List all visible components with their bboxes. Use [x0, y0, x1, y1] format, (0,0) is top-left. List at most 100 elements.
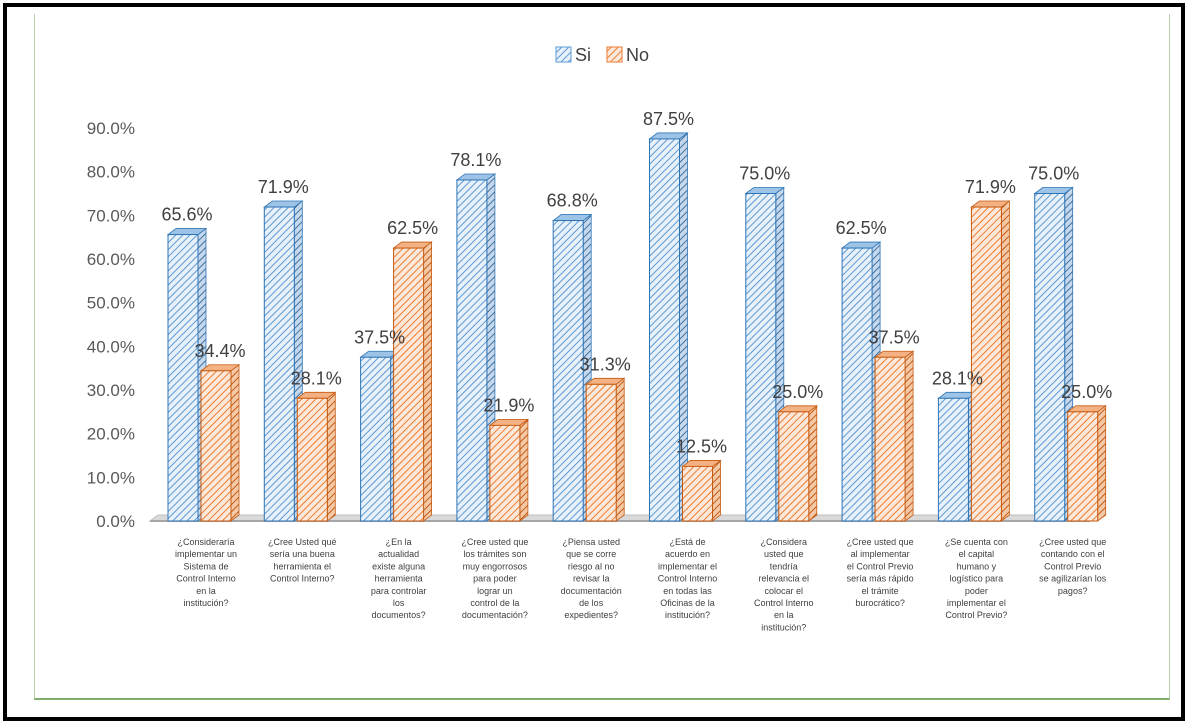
bar-front-face — [489, 424, 521, 522]
category-label-line: el capital — [959, 549, 995, 559]
bar-front-face — [937, 397, 969, 522]
bar-si-7 — [744, 186, 785, 522]
category-label-line: Control Previo? — [945, 610, 1007, 620]
bar-front-face — [167, 234, 199, 522]
bar-no-4 — [488, 418, 530, 522]
bar-front-face — [1034, 193, 1066, 522]
data-label-si-10: 75.0% — [1028, 164, 1079, 184]
category-label-3: ¿En la actualidad existe alguna herramienta… — [371, 537, 427, 620]
category-label-line: existe alguna — [372, 561, 425, 571]
category-label-line: se agilizarían los — [1039, 574, 1107, 584]
bar-front-face — [360, 356, 392, 522]
category-label-line: ¿Cree usted que — [847, 537, 914, 547]
category-label-line: implementar el — [947, 598, 1006, 608]
category-label-line: de los — [579, 598, 604, 608]
legend: Si No — [555, 45, 649, 65]
legend-swatch-si — [555, 46, 572, 63]
category-label-line: revisar la — [573, 574, 610, 584]
bar-side-face — [326, 391, 336, 522]
category-label-line: implementar el — [658, 561, 717, 571]
category-label-line: sería una buena — [270, 549, 335, 559]
data-label-si-8: 62.5% — [836, 218, 887, 238]
category-label-line: al implementar — [851, 549, 910, 559]
category-label-line: institución? — [665, 610, 710, 620]
bar-front-face — [649, 138, 680, 522]
category-label-line: sería más rápido — [847, 574, 914, 584]
category-label-line: Control Interno? — [270, 574, 335, 584]
category-label-line: los trámites son — [463, 549, 526, 559]
category-label-line: ¿Considera — [761, 537, 808, 547]
bar-si-5 — [552, 213, 593, 522]
category-label-line: documentación? — [462, 610, 528, 620]
category-label-line: documentos? — [372, 610, 426, 620]
category-label-line: Oficinas de la — [660, 598, 715, 608]
y-tick-label: 90.0% — [87, 119, 135, 138]
bar-si-6 — [648, 132, 689, 522]
category-label-line: los — [393, 598, 405, 608]
category-label-line: contando con el — [1041, 549, 1105, 559]
bar-front-face — [296, 397, 328, 522]
y-tick-label: 20.0% — [87, 425, 135, 444]
category-label-line: lograr un — [477, 586, 513, 596]
bar-side-face — [1097, 405, 1107, 522]
data-label-no-10: 25.0% — [1061, 382, 1112, 402]
bar-front-face — [682, 465, 713, 522]
y-tick-label: 50.0% — [87, 294, 135, 313]
category-label-line: acuerdo en — [665, 549, 710, 559]
category-label-line: institución? — [183, 598, 228, 608]
bar-si-3 — [359, 350, 400, 522]
category-label-line: ¿Cree usted que — [461, 537, 528, 547]
bar-side-face — [423, 241, 433, 522]
bar-front-face — [263, 206, 295, 522]
bar-no-5 — [585, 377, 626, 522]
y-tick-label: 40.0% — [87, 337, 135, 356]
category-label-line: pagos? — [1058, 586, 1088, 596]
legend-swatch-no — [606, 46, 623, 63]
bar-side-face — [712, 459, 721, 522]
y-axis: 0.0% 10.0% 20.0% 30.0% 40.0% 50.0% 60.0% 70.0% 8… — [87, 119, 135, 531]
category-label-line: para poder — [473, 574, 517, 584]
bar-no-6 — [681, 459, 722, 522]
category-label-line: usted que — [764, 549, 804, 559]
data-label-no-5: 31.3% — [580, 354, 631, 374]
bar-no-10 — [1066, 405, 1107, 522]
category-label-line: ¿Cree usted que — [1039, 537, 1106, 547]
data-label-no-9: 71.9% — [965, 177, 1016, 197]
bar-front-face — [552, 220, 584, 522]
bar-no-7 — [777, 405, 818, 522]
bar-side-face — [904, 350, 914, 522]
category-label-line: implementar un — [175, 549, 237, 559]
bar-front-face — [585, 383, 617, 522]
category-label-line: en todas las — [663, 586, 712, 596]
bar-si-9 — [937, 391, 978, 522]
data-label-no-2: 28.1% — [291, 368, 342, 388]
legend-label-no: No — [626, 45, 649, 65]
bar-no-3 — [392, 241, 433, 522]
category-label-7: ¿Considera usted que tendría relevancia el c… — [754, 537, 814, 632]
category-label-line: tendría — [770, 561, 798, 571]
category-label-line: logístico para — [950, 574, 1004, 584]
data-label-si-1: 65.6% — [161, 205, 212, 225]
bar-si-4 — [455, 173, 497, 522]
category-label-line: documentación — [561, 586, 622, 596]
category-label-line: poder — [965, 586, 988, 596]
bar-front-face — [456, 179, 488, 522]
y-tick-label: 60.0% — [87, 250, 135, 269]
bar-front-face — [970, 206, 1002, 522]
category-label-line: muy engorrosos — [463, 561, 528, 571]
data-label-si-7: 75.0% — [739, 164, 790, 184]
data-label-si-9: 28.1% — [932, 368, 983, 388]
category-label-line: herramienta el — [274, 561, 332, 571]
category-label-line: control de la — [470, 598, 519, 608]
category-label-line: en la — [774, 610, 794, 620]
category-label-line: humano y — [957, 561, 997, 571]
category-label-line: expedientes? — [564, 610, 618, 620]
bar-side-face — [808, 405, 818, 522]
bar-no-8 — [873, 350, 915, 522]
category-label-5: ¿Piensa usted que se corre riesgo al no rev… — [561, 537, 622, 620]
bar-front-face — [778, 411, 810, 522]
y-tick-label: 70.0% — [87, 206, 135, 225]
category-label-line: para controlar — [371, 586, 427, 596]
category-label-1: ¿Consideraría implementar un Sistema de Con… — [175, 537, 237, 608]
bar-front-face — [1067, 411, 1099, 522]
